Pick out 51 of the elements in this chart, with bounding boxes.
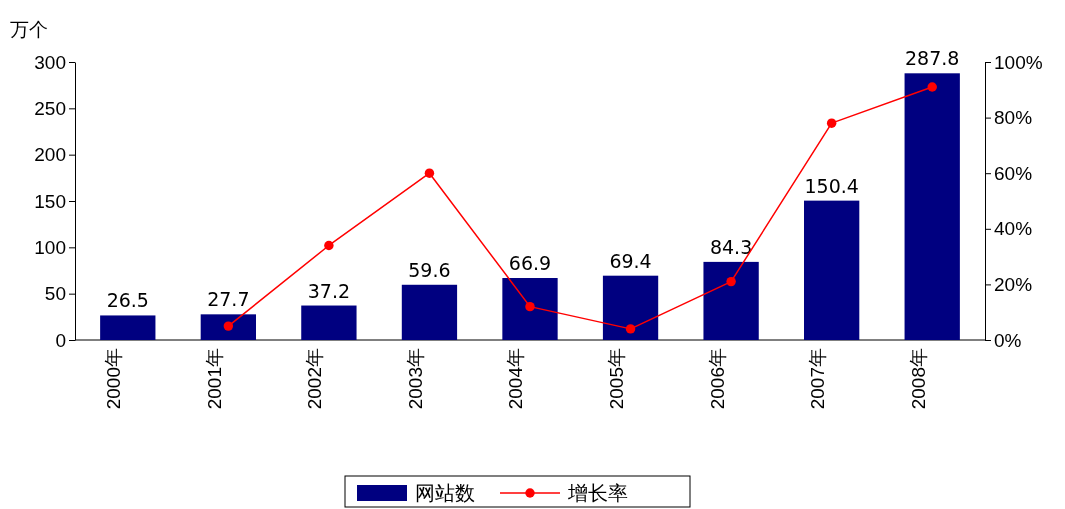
bar [100,315,156,340]
y-tick-label: 0 [55,329,66,351]
bar [401,284,458,340]
point [927,82,937,92]
point [726,276,736,287]
point [424,168,435,178]
x-tick-label: 2000年 [103,348,125,410]
legend-label: 网站数 [415,481,475,505]
y-axis-title: 万个 [10,18,48,40]
point [525,301,535,312]
data-label: 84.3 [709,235,753,258]
legend-label: 增长率 [567,481,628,505]
x-tick-label: 2005年 [605,348,627,410]
x-tick-label: 2002年 [304,348,326,410]
data-label: 59.6 [408,258,451,281]
y2-tick-label: 0% [994,329,1022,351]
y-tick-label: 150 [34,190,66,212]
bar [301,305,357,340]
x-tick-label: 2001年 [203,348,225,410]
data-label: 37.2 [307,279,351,302]
y-tick-label: 250 [34,97,66,119]
point [223,321,234,331]
x-tick-label: 2008年 [907,348,929,410]
y2-tick-label: 40% [994,218,1033,240]
bar [904,73,960,340]
data-label: 26.5 [106,289,149,312]
data-label: 150.4 [804,174,859,197]
x-tick-label: 2004年 [505,348,527,410]
y2-tick-label: 20% [994,273,1033,295]
x-tick-label: 2003年 [404,348,426,410]
y-tick-label: 100 [34,236,66,258]
point [625,324,636,334]
bar [502,278,558,340]
bar [703,261,759,340]
data-label: 287.8 [905,47,960,70]
data-label: 69.4 [609,249,652,272]
point [826,118,837,128]
y2-tick-label: 80% [994,107,1033,129]
data-label: 27.7 [207,288,250,311]
bar [200,314,256,340]
bar [804,200,860,340]
x-tick-label: 2007年 [807,348,829,410]
y-tick-label: 300 [34,51,66,73]
data-label: 66.9 [508,252,552,275]
y-tick-label: 50 [44,283,66,305]
bar [602,275,659,340]
y2-tick-label: 100% [994,51,1043,73]
y-tick-label: 200 [34,144,66,166]
x-tick-label: 2006年 [706,348,728,410]
y2-tick-label: 60% [994,162,1033,184]
point [324,240,334,251]
